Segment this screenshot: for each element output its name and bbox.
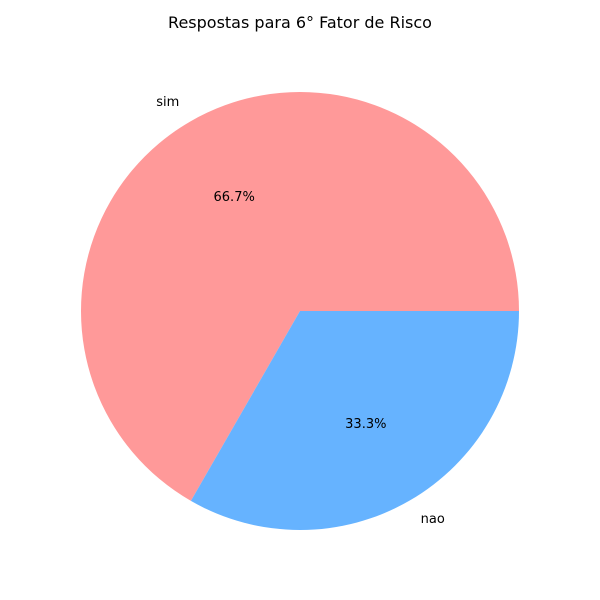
pie-slices — [81, 92, 520, 530]
pie-slice-nao — [190, 311, 519, 530]
pie-labels: sim 66.7% nao 33.3% — [156, 95, 445, 527]
slice-label-sim: sim — [156, 95, 179, 110]
slice-label-nao: nao — [421, 512, 445, 527]
slice-percent-nao: 33.3% — [345, 417, 386, 432]
pie-slice-sim — [81, 92, 520, 501]
chart-title: Respostas para 6° Fator de Risco — [168, 13, 432, 32]
slice-percent-sim: 66.7% — [214, 190, 255, 205]
